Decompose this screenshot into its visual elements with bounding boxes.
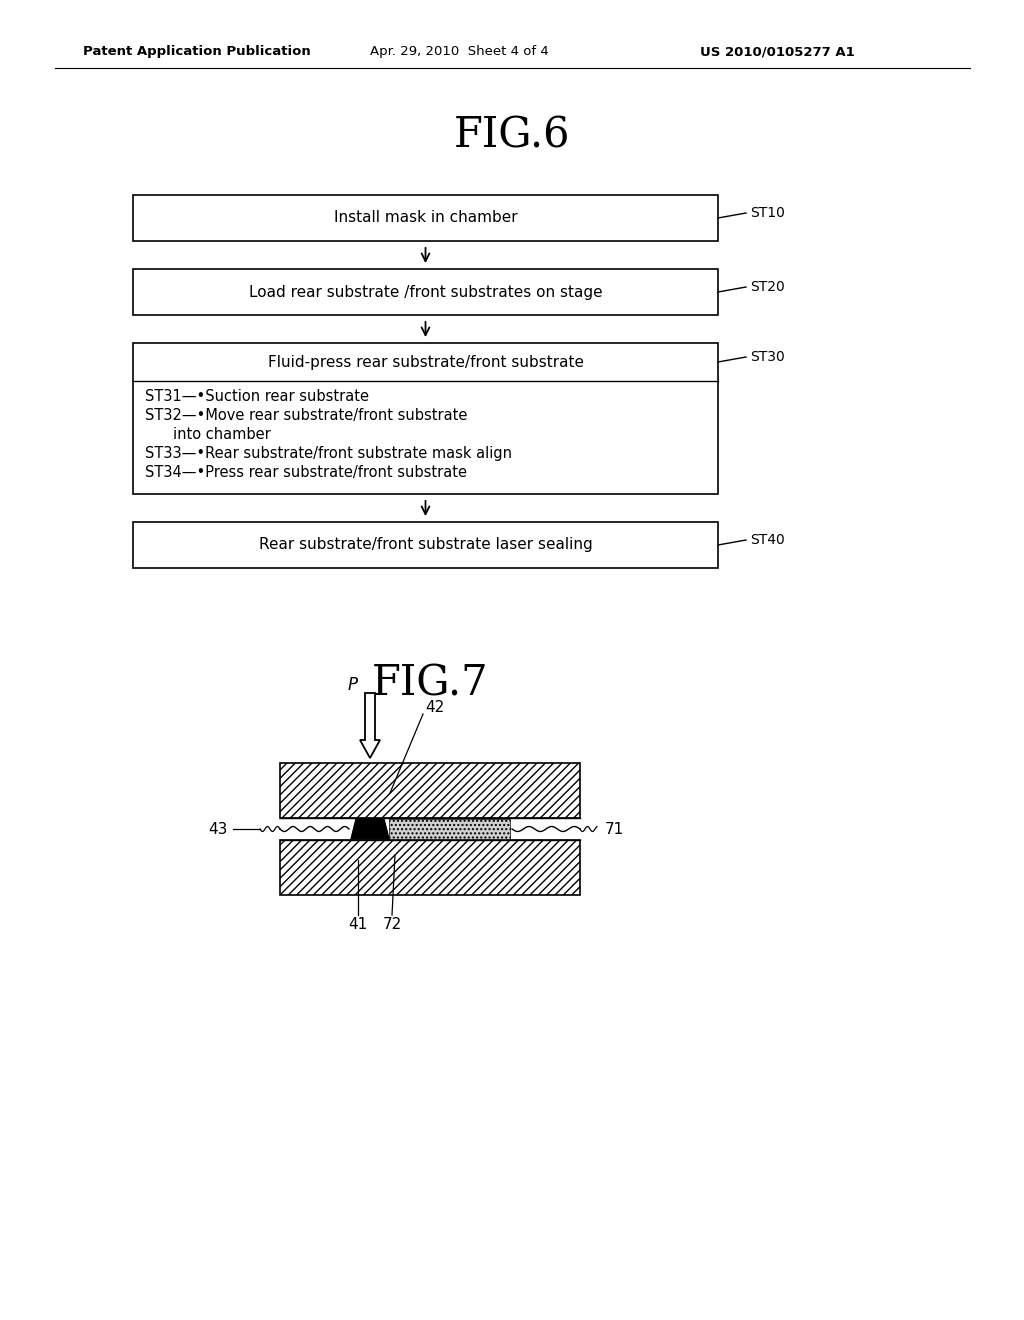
Text: ST40: ST40 [750, 533, 784, 546]
Text: ST32—•Move rear substrate/front substrate: ST32—•Move rear substrate/front substrat… [145, 408, 467, 422]
Text: 42: 42 [425, 701, 444, 715]
Bar [133, 269, 718, 315]
Text: US 2010/0105277 A1: US 2010/0105277 A1 [700, 45, 855, 58]
Bar [133, 195, 718, 242]
Text: 43: 43 [209, 821, 228, 837]
Text: 71: 71 [605, 821, 625, 837]
Text: ST31—•Suction rear substrate: ST31—•Suction rear substrate [145, 389, 369, 404]
Text: Install mask in chamber: Install mask in chamber [334, 210, 517, 226]
Text: Load rear substrate /front substrates on stage: Load rear substrate /front substrates on… [249, 285, 602, 300]
Bar [133, 343, 718, 494]
Bar [280, 840, 580, 895]
Text: Rear substrate/front substrate laser sealing: Rear substrate/front substrate laser sea… [259, 537, 592, 553]
Text: Fluid-press rear substrate/front substrate: Fluid-press rear substrate/front substra… [267, 355, 584, 370]
Bar [280, 763, 580, 818]
Text: ST10: ST10 [750, 206, 784, 220]
Polygon shape [360, 693, 380, 758]
Text: FIG.6: FIG.6 [454, 114, 570, 156]
Text: ST20: ST20 [750, 280, 784, 294]
Bar [133, 521, 718, 568]
Text: ST30: ST30 [750, 350, 784, 364]
Text: 41: 41 [348, 917, 368, 932]
Text: P: P [348, 676, 358, 694]
Bar [389, 818, 510, 840]
Text: ST34—•Press rear substrate/front substrate: ST34—•Press rear substrate/front substra… [145, 465, 467, 480]
Text: ST33—•Rear substrate/front substrate mask align: ST33—•Rear substrate/front substrate mas… [145, 446, 512, 461]
Text: Patent Application Publication: Patent Application Publication [83, 45, 310, 58]
Text: Apr. 29, 2010  Sheet 4 of 4: Apr. 29, 2010 Sheet 4 of 4 [370, 45, 549, 58]
Text: into chamber: into chamber [173, 426, 270, 442]
Polygon shape [351, 818, 389, 840]
Text: FIG.7: FIG.7 [372, 663, 488, 704]
Text: 72: 72 [382, 917, 401, 932]
